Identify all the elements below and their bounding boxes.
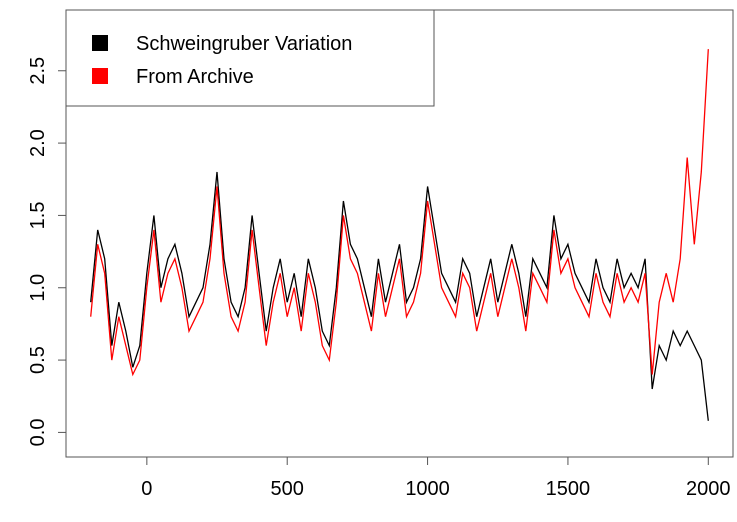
y-tick-label: 2.5 bbox=[27, 57, 49, 85]
x-tick-label: 2000 bbox=[686, 478, 731, 500]
legend-label: Schweingruber Variation bbox=[136, 33, 352, 55]
legend-swatch bbox=[92, 35, 108, 51]
series-line bbox=[90, 171, 709, 421]
x-tick-label: 1500 bbox=[546, 478, 591, 500]
y-tick-label: 1.0 bbox=[27, 274, 49, 302]
legend-box bbox=[65, 9, 435, 107]
x-tick-label: 500 bbox=[271, 478, 304, 500]
y-tick-label: 0.0 bbox=[27, 419, 49, 447]
x-tick-label: 1000 bbox=[405, 478, 450, 500]
y-tick-label: 0.5 bbox=[27, 346, 49, 374]
series-line bbox=[90, 49, 709, 377]
y-tick-label: 1.5 bbox=[27, 202, 49, 230]
legend-label: From Archive bbox=[136, 66, 254, 88]
y-tick-label: 2.0 bbox=[27, 129, 49, 157]
legend-swatch bbox=[92, 68, 108, 84]
x-tick-label: 0 bbox=[141, 478, 152, 500]
